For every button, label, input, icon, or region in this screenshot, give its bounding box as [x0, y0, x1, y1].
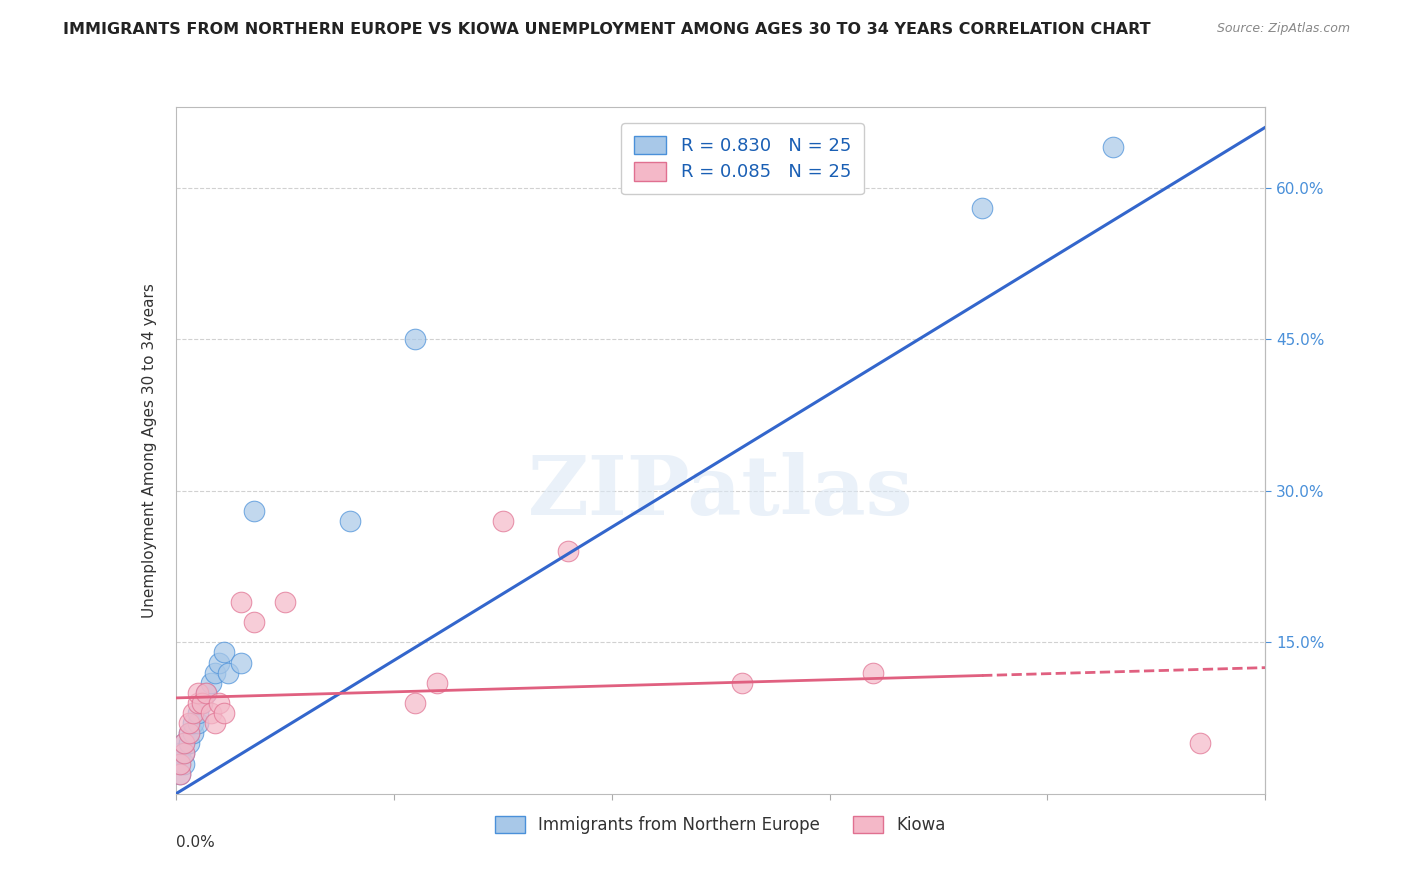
Y-axis label: Unemployment Among Ages 30 to 34 years: Unemployment Among Ages 30 to 34 years: [142, 283, 157, 618]
Point: [231, 595, 253, 609]
Point: [1189, 736, 1212, 750]
Point: [405, 332, 427, 346]
Point: [862, 665, 884, 680]
Point: [191, 696, 214, 710]
Point: [1102, 140, 1125, 154]
Point: [177, 726, 200, 740]
Point: [204, 716, 226, 731]
Point: [208, 656, 231, 670]
Text: 0.0%: 0.0%: [176, 835, 215, 850]
Point: [208, 696, 231, 710]
Point: [173, 736, 195, 750]
Point: [169, 766, 191, 780]
Point: [405, 696, 427, 710]
Point: [173, 747, 195, 761]
Text: Source: ZipAtlas.com: Source: ZipAtlas.com: [1216, 22, 1350, 36]
Point: [186, 686, 209, 700]
Point: [339, 514, 361, 528]
Point: [173, 756, 195, 771]
Point: [212, 706, 235, 720]
Point: [173, 747, 195, 761]
Point: [731, 675, 754, 690]
Point: [200, 706, 222, 720]
Point: [169, 756, 191, 771]
Point: [181, 706, 204, 720]
Point: [181, 716, 204, 731]
Point: [169, 747, 191, 761]
Point: [169, 756, 191, 771]
Point: [195, 686, 218, 700]
Point: [212, 645, 235, 659]
Point: [191, 696, 214, 710]
Point: [217, 665, 239, 680]
Point: [177, 726, 200, 740]
Point: [186, 716, 209, 731]
Point: [426, 675, 449, 690]
Text: IMMIGRANTS FROM NORTHERN EUROPE VS KIOWA UNEMPLOYMENT AMONG AGES 30 TO 34 YEARS : IMMIGRANTS FROM NORTHERN EUROPE VS KIOWA…: [63, 22, 1152, 37]
Point: [492, 514, 515, 528]
Text: ZIPatlas: ZIPatlas: [527, 451, 914, 532]
Point: [243, 615, 266, 630]
Point: [204, 665, 226, 680]
Point: [177, 736, 200, 750]
Legend: Immigrants from Northern Europe, Kiowa: Immigrants from Northern Europe, Kiowa: [488, 809, 953, 840]
Point: [231, 656, 253, 670]
Point: [169, 766, 191, 780]
Point: [173, 736, 195, 750]
Point: [200, 675, 222, 690]
Point: [186, 706, 209, 720]
Point: [186, 696, 209, 710]
Point: [970, 201, 993, 215]
Point: [195, 686, 218, 700]
Point: [557, 544, 579, 558]
Point: [177, 716, 200, 731]
Point: [243, 504, 266, 518]
Point: [181, 726, 204, 740]
Point: [274, 595, 297, 609]
